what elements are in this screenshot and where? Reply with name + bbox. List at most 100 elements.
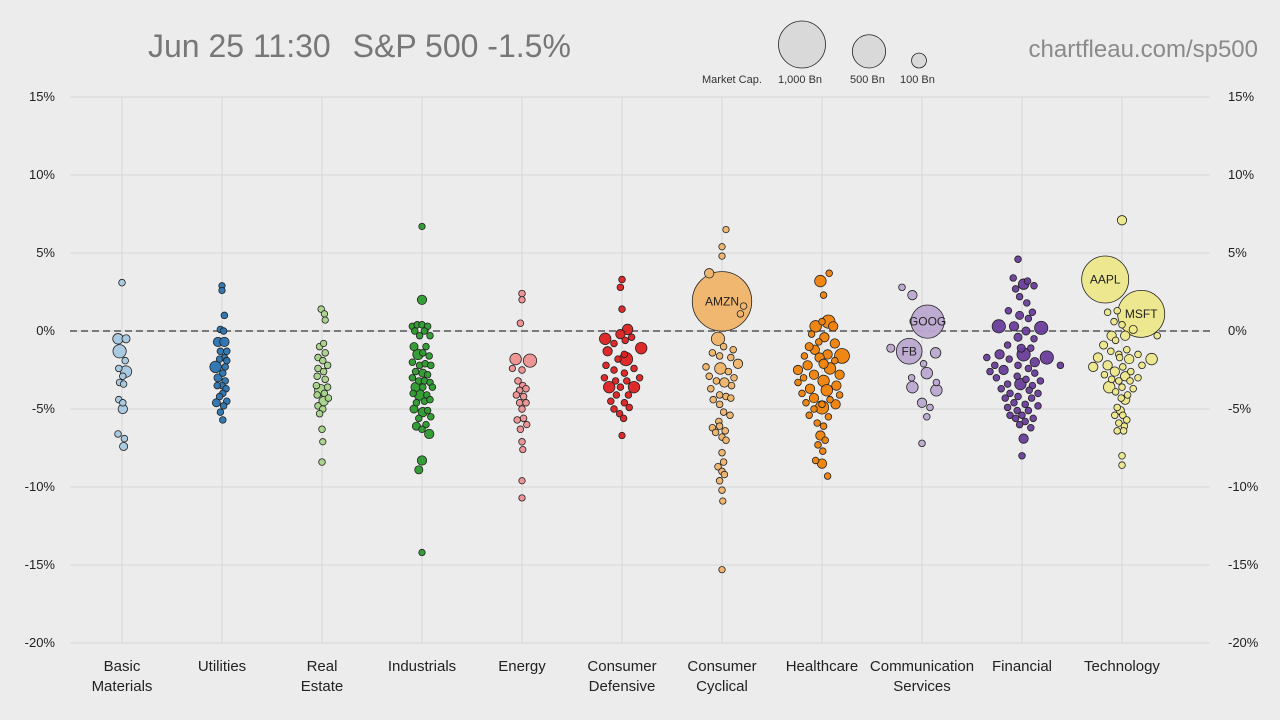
bubble xyxy=(618,431,626,440)
bubble xyxy=(518,366,526,374)
bubble xyxy=(1092,352,1104,363)
bubble xyxy=(804,383,816,394)
bubble xyxy=(519,414,528,423)
bubble xyxy=(1011,285,1020,293)
bubble xyxy=(1118,321,1126,329)
bubble xyxy=(1128,324,1138,334)
chart-title: Jun 25 11:30 S&P 500 -1.5% xyxy=(148,28,593,65)
bubble xyxy=(818,400,826,409)
bubble xyxy=(323,383,332,391)
bubble xyxy=(321,349,329,357)
bubble xyxy=(819,447,827,455)
bubble xyxy=(314,364,322,373)
bubble xyxy=(600,374,609,382)
site-url[interactable]: chartfleau.com/sp500 xyxy=(1028,36,1258,63)
bubble xyxy=(1013,406,1021,415)
bubble xyxy=(811,456,820,465)
bubble xyxy=(831,380,842,391)
bubble xyxy=(714,462,722,471)
bubble xyxy=(1111,336,1120,345)
bubble xyxy=(809,320,822,333)
bubble xyxy=(120,434,129,443)
bubble xyxy=(1028,308,1037,317)
bubble xyxy=(312,381,321,390)
bubble xyxy=(1003,341,1012,349)
bubble xyxy=(422,420,430,429)
bubble xyxy=(1009,274,1017,282)
bubble xyxy=(318,458,326,466)
bubble xyxy=(426,331,434,340)
bubble xyxy=(1031,369,1039,377)
bubble xyxy=(221,363,229,371)
bubble xyxy=(319,339,328,348)
bubble xyxy=(215,355,224,363)
y-tick-label-right: 10% xyxy=(1228,167,1254,182)
bubble xyxy=(1134,374,1142,382)
y-tick-label-left: -20% xyxy=(25,635,56,650)
category-label: Basic xyxy=(104,658,141,675)
y-tick-label-left: 15% xyxy=(29,89,55,104)
bubble xyxy=(635,374,644,382)
size-legend-circle xyxy=(778,20,826,69)
bubble xyxy=(1109,366,1120,377)
bubble xyxy=(918,439,926,448)
bubble xyxy=(814,274,827,288)
bubble xyxy=(1034,320,1049,335)
bubble xyxy=(736,310,745,318)
bubble xyxy=(1003,403,1012,412)
bubble xyxy=(119,372,127,380)
bubble xyxy=(213,373,223,383)
bubble xyxy=(1138,361,1146,370)
bubble xyxy=(509,352,522,366)
bubble xyxy=(916,397,928,408)
bubble xyxy=(794,378,802,387)
bubble xyxy=(219,327,228,335)
bubble xyxy=(710,331,726,346)
bubble xyxy=(724,367,733,376)
category-label: Consumer xyxy=(687,658,756,675)
bubble xyxy=(718,243,726,251)
bubble xyxy=(709,395,717,404)
bubble xyxy=(727,394,735,402)
bubble xyxy=(414,465,424,475)
bubble xyxy=(1113,403,1121,412)
bubble xyxy=(994,349,1005,360)
bubble xyxy=(1036,377,1045,385)
bubble xyxy=(807,330,816,338)
bubble xyxy=(1099,340,1109,350)
bubble xyxy=(518,494,526,502)
category-label: Services xyxy=(893,678,951,695)
bubble xyxy=(719,408,728,416)
bubble xyxy=(219,416,227,424)
bubble xyxy=(1123,345,1131,354)
bubble xyxy=(415,331,424,340)
bubble xyxy=(792,364,804,376)
bubble xyxy=(620,399,629,407)
category-label: Defensive xyxy=(589,678,656,695)
bubble xyxy=(1118,383,1126,391)
category-label: Communication xyxy=(870,658,974,675)
bubble xyxy=(411,327,419,335)
bubble xyxy=(619,414,628,423)
bubble xyxy=(518,477,526,485)
bubble xyxy=(1102,360,1113,371)
bubble xyxy=(508,364,517,373)
bubble xyxy=(720,470,729,479)
bubble xyxy=(1024,314,1033,323)
bubble xyxy=(823,472,832,480)
bubble xyxy=(814,441,822,449)
bubble xyxy=(1119,427,1128,435)
bubble xyxy=(1010,399,1018,407)
bubble xyxy=(1014,361,1022,370)
size-legend-100-label: 100 Bn xyxy=(900,74,935,86)
bubble xyxy=(1029,414,1037,423)
bubble xyxy=(1113,306,1121,315)
bubble xyxy=(722,226,730,234)
bubble xyxy=(1123,416,1131,424)
bubble xyxy=(1056,361,1065,370)
bubble xyxy=(627,333,636,341)
bubble xyxy=(813,419,821,427)
bubble xyxy=(419,383,427,391)
bubble xyxy=(223,356,231,365)
bubble xyxy=(1015,310,1025,320)
